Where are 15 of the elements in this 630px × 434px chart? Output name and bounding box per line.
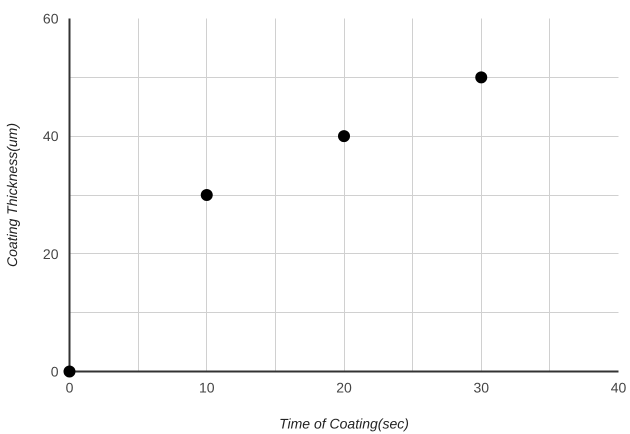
y-axis-title: Coating Thickness(um) (4, 123, 20, 267)
x-tick-label: 30 (473, 380, 490, 396)
y-tick-label: 0 (50, 364, 59, 380)
point (64, 366, 76, 378)
point (338, 130, 350, 142)
x-tick-label: 20 (336, 380, 352, 396)
y-tick-label: 20 (42, 246, 59, 262)
x-tick-label: 10 (198, 380, 215, 396)
point (475, 71, 488, 84)
y-tick-label: 60 (42, 10, 59, 26)
point (200, 189, 213, 201)
x-axis-title: Time of Coating(sec) (279, 416, 409, 432)
y-tick-label: 40 (42, 128, 59, 144)
x-tick-label: 0 (66, 380, 74, 396)
x-tick-label: 40 (610, 380, 626, 396)
